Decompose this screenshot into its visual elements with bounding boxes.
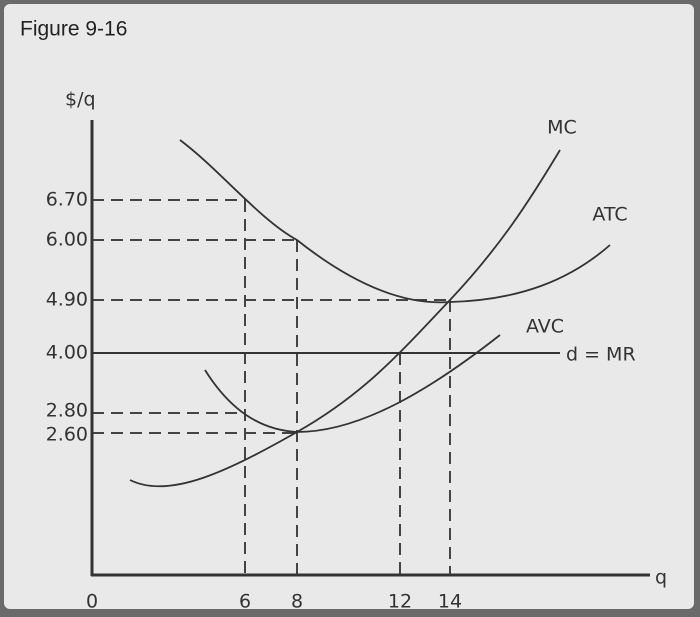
y-tick-label: 2.60 <box>46 424 88 446</box>
x-axis-label: q <box>655 567 667 589</box>
y-tick-label: 4.90 <box>46 289 88 311</box>
guides <box>92 199 451 575</box>
y-tick-label: 6.00 <box>46 229 88 251</box>
y-tick-label: 4.00 <box>46 342 88 364</box>
mc-label: MC <box>547 117 577 139</box>
avc-label: AVC <box>526 316 564 338</box>
panel <box>4 4 694 609</box>
y-tick-label: 2.80 <box>46 400 88 422</box>
figure-title: Figure 9-16 <box>20 18 127 41</box>
avc-curve <box>204 334 501 433</box>
y-axis-label: $/q <box>65 89 96 111</box>
x-tick-label: 6 <box>239 591 251 613</box>
origin-label: 0 <box>86 591 98 613</box>
x-tick-label: 8 <box>291 591 303 613</box>
mr-label: d = MR <box>566 344 636 366</box>
x-tick-label: 12 <box>388 591 412 613</box>
y-tick-label: 6.70 <box>46 189 88 211</box>
atc-curve <box>179 139 611 304</box>
atc-label: ATC <box>592 204 627 226</box>
x-tick-label: 14 <box>438 591 462 613</box>
mc-curve <box>129 149 561 488</box>
